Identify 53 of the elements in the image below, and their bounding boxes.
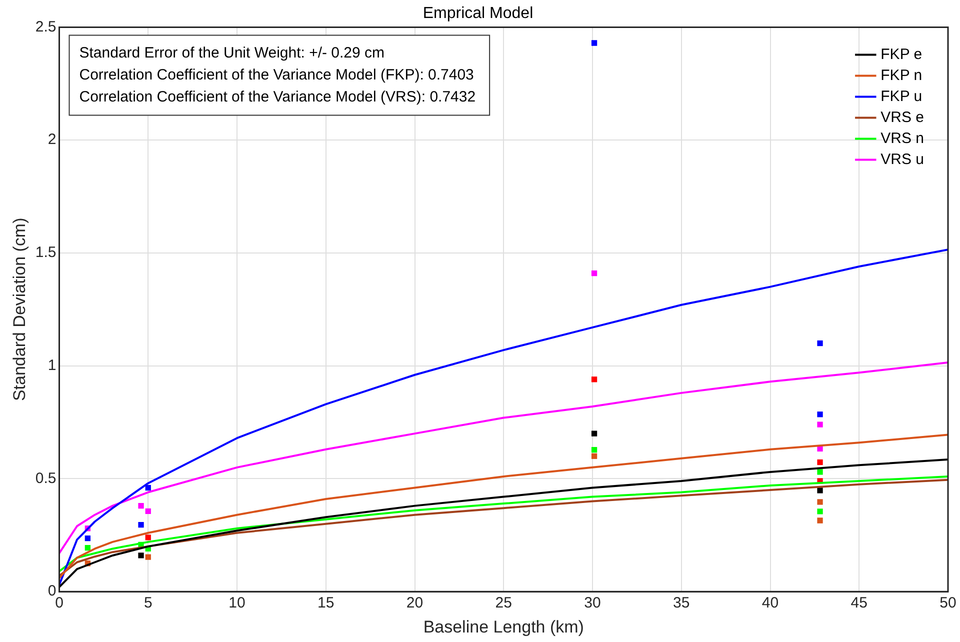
point — [591, 453, 598, 459]
x-axis-title: Baseline Length (km) — [423, 617, 584, 636]
point — [138, 552, 144, 558]
x-tick-label: 50 — [940, 594, 956, 612]
point — [138, 522, 144, 528]
legend-label: FKP u — [880, 88, 922, 105]
point — [817, 340, 823, 346]
chart-title: Emprical Model — [422, 5, 534, 22]
x-tick-label: 35 — [673, 594, 690, 612]
x-tick-label: 15 — [318, 594, 334, 612]
annotation: Correlation Coefficient of the Variance Model (FKP): 0.7403 — [79, 66, 474, 84]
point — [591, 270, 598, 276]
legend-label: VRS u — [880, 150, 924, 168]
point — [817, 446, 823, 452]
point — [817, 459, 823, 466]
x-tick-label: 10 — [228, 594, 246, 612]
x-tick-label: 45 — [850, 594, 868, 612]
x-tick-label: 40 — [762, 594, 779, 612]
point — [591, 446, 598, 453]
x-tick-label: 5 — [144, 594, 152, 612]
point — [817, 488, 823, 494]
annotation: Standard Error of the Unit Weight: +/- 0.29 cm — [79, 44, 385, 62]
point — [591, 40, 598, 46]
point — [817, 508, 823, 514]
point — [817, 518, 823, 524]
legend-label: FKP n — [880, 66, 922, 84]
legend-label: VRS e — [880, 108, 924, 126]
point — [591, 430, 598, 436]
point — [84, 535, 91, 542]
y-tick-label: 2.5 — [35, 18, 56, 36]
y-axis-title: Standard Deviation (cm) — [10, 218, 29, 402]
point — [145, 534, 151, 540]
y-tick-label: 0.5 — [35, 470, 56, 487]
y-tick-label: 1.5 — [35, 244, 56, 262]
y-tick-label: 0 — [48, 582, 56, 600]
point — [817, 469, 823, 475]
point — [817, 499, 823, 505]
point — [591, 376, 598, 382]
y-tick-label: 2 — [48, 131, 56, 148]
y-tick-label: 1 — [48, 356, 56, 374]
point — [145, 484, 151, 491]
point — [145, 554, 151, 560]
annotation: Correlation Coefficient of the Variance Model (VRS): 0.7432 — [79, 88, 476, 106]
point — [817, 412, 823, 418]
point — [138, 502, 144, 509]
point — [84, 544, 91, 551]
x-tick-label: 30 — [584, 594, 601, 612]
x-tick-label: 20 — [406, 594, 424, 612]
legend-label: VRS n — [880, 130, 924, 147]
legend-label: FKP e — [880, 46, 922, 63]
point — [817, 422, 823, 428]
point — [145, 508, 151, 514]
x-tick-label: 25 — [495, 594, 512, 612]
